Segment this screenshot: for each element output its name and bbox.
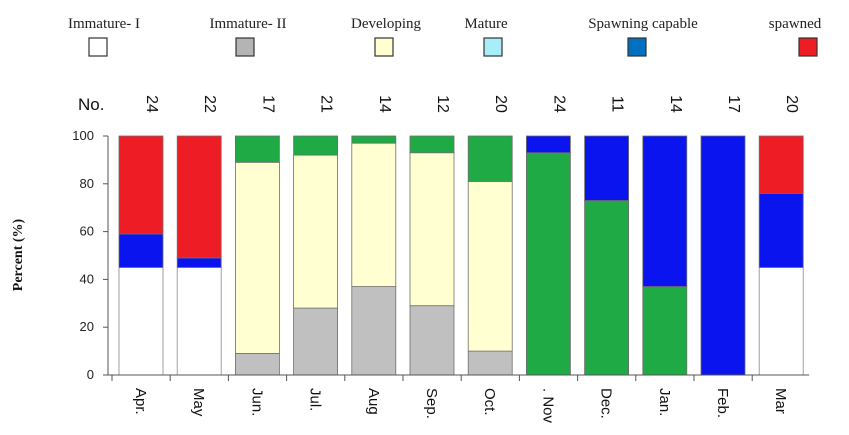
x-tick-label: Dec.: [598, 388, 615, 419]
count-label: 11: [609, 96, 626, 113]
legend-swatch-developing: [374, 37, 394, 57]
legend-swatch-immature-ii: [235, 37, 255, 57]
x-tick-label: Sep.: [423, 388, 440, 419]
bar-segment-immature-ii: [234, 353, 280, 376]
x-tick-label: Jun.: [248, 388, 265, 416]
count-label: 22: [201, 95, 218, 113]
bar-segment-immature-ii: [467, 350, 513, 376]
legend-label-developing: Developing: [351, 16, 421, 32]
bar-segment-immature-i: [758, 267, 804, 376]
count-label: 24: [143, 95, 160, 113]
bar-segment-spawning-capable: [700, 135, 746, 376]
bar-segment-spawning-capable: [584, 135, 629, 201]
x-axis: Apr. May Jun. Jul. Aug Sep. Oct. . Nov Dec. Jan. F…: [108, 374, 810, 424]
bar-segment-developing: [467, 181, 513, 352]
bar-segment-spawning-capable: [118, 233, 164, 268]
bar-segment-spawned: [118, 135, 164, 235]
legend: Immature- I Immature- II Developing Mature S…: [68, 16, 822, 57]
legend-label-spawned: spawned: [769, 16, 822, 32]
bar-segment-mature: [351, 135, 397, 144]
bar-segment-immature-ii: [409, 305, 455, 376]
bar-segment-mature: [293, 135, 339, 156]
count-row-label: No.: [78, 95, 104, 114]
bars: [118, 135, 804, 376]
y-tick-label: 80: [80, 176, 94, 191]
bar-segment-mature: [234, 135, 280, 163]
legend-label-immature-i: Immature- I: [68, 16, 140, 32]
bar-segment-spawned: [176, 135, 222, 259]
bar-segment-mature: [526, 152, 571, 376]
count-label: 14: [376, 95, 393, 113]
legend-label-mature: Mature: [464, 16, 508, 32]
legend-label-immature-ii: Immature- II: [209, 16, 286, 32]
legend-swatch-mature: [483, 37, 503, 57]
count-label: 21: [318, 95, 335, 113]
legend-label-spawning-capable: Spawning capable: [588, 16, 698, 32]
x-tick-label: Oct.: [481, 388, 498, 416]
count-label: 20: [492, 95, 509, 113]
count-row: 24 22 17 21 14 12 20 24 11 14 17 20: [143, 95, 800, 113]
x-tick-label: . Nov: [539, 388, 556, 424]
legend-swatch-spawned: [798, 37, 818, 57]
x-tick-label: Feb.: [714, 388, 731, 418]
bar-segment-spawned: [758, 135, 804, 194]
bar-segment-mature: [642, 286, 688, 376]
x-tick-label: May: [190, 388, 207, 417]
y-tick-label: 20: [80, 319, 94, 334]
bar-segment-mature: [584, 200, 629, 376]
bar-segment-developing: [293, 154, 339, 309]
legend-swatch-spawning-capable: [627, 37, 647, 57]
bar-segment-immature-ii: [351, 286, 397, 376]
bar-segment-spawning-capable: [642, 135, 688, 287]
bar-segment-developing: [234, 161, 280, 354]
bar-segment-spawning-capable: [176, 257, 222, 268]
legend-swatch-immature-i: [88, 37, 108, 57]
y-axis: 0 20 40 60 80 100: [72, 128, 109, 382]
x-tick-label: Aug: [365, 388, 382, 415]
x-tick-label: Apr.: [132, 388, 149, 415]
count-label: 24: [550, 95, 567, 113]
count-label: 17: [725, 95, 742, 113]
count-label: 12: [434, 95, 451, 113]
bar-segment-spawning-capable: [526, 135, 571, 154]
y-tick-label: 40: [80, 271, 94, 286]
y-axis-label: Percent (%): [11, 218, 26, 291]
x-tick-label: Jan.: [656, 388, 673, 416]
bar-segment-developing: [351, 142, 397, 287]
bar-segment-mature: [409, 135, 455, 154]
x-tick-label: Jul.: [307, 388, 324, 411]
count-label: 20: [783, 95, 800, 113]
bar-segment-immature-ii: [293, 307, 339, 376]
count-label: 14: [667, 95, 684, 113]
y-tick-label: 0: [87, 367, 94, 382]
y-tick-label: 100: [72, 128, 94, 143]
bar-segment-immature-i: [118, 267, 164, 376]
bar-segment-developing: [409, 152, 455, 307]
bar-segment-immature-i: [176, 267, 222, 376]
count-label: 17: [259, 95, 276, 113]
y-tick-label: 60: [80, 224, 94, 239]
bar-segment-spawning-capable: [758, 192, 804, 268]
x-tick-label: Mar: [772, 388, 789, 414]
bar-segment-mature: [467, 135, 513, 182]
